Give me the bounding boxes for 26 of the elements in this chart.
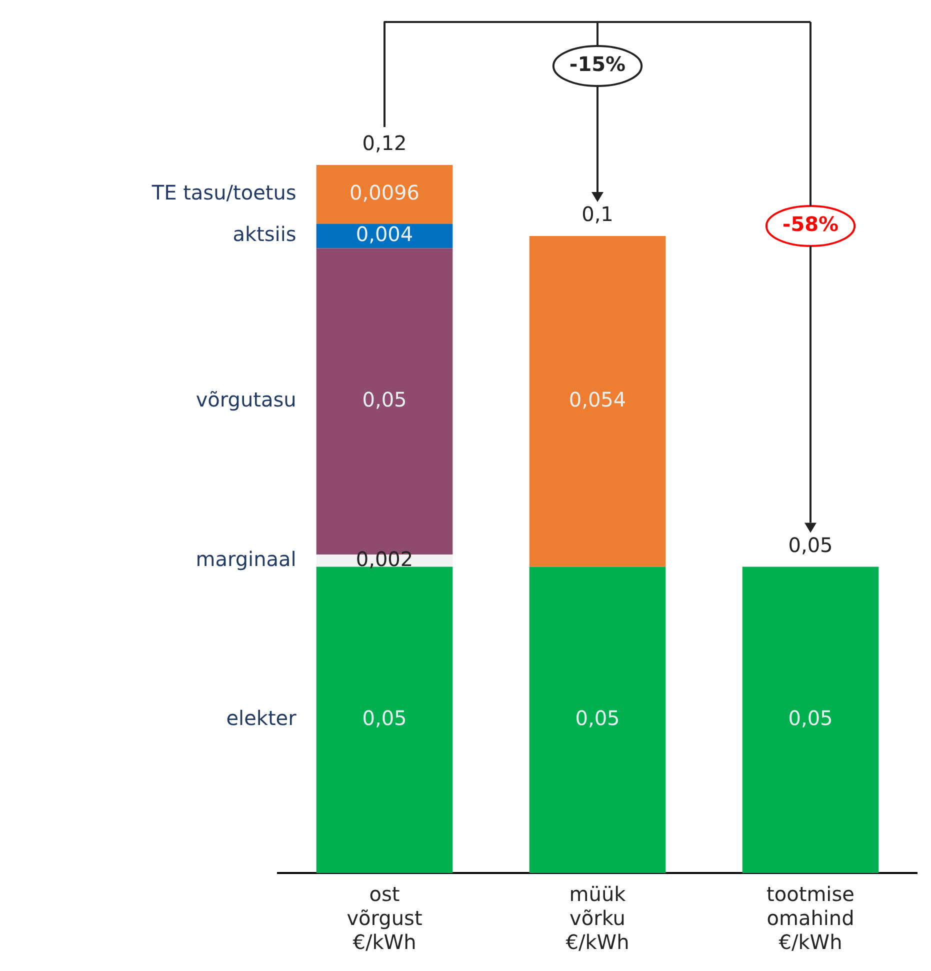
data-label: 0,05	[362, 388, 407, 412]
data-label: 0,05	[575, 706, 620, 730]
series-label: võrgutasu	[196, 388, 296, 412]
data-label: 0,0096	[350, 180, 420, 205]
text: -15%	[569, 52, 626, 76]
x-tick-label: tootmise omahind €/kWh	[766, 882, 854, 954]
series-label: marginaal	[196, 546, 296, 571]
series-label: elekter	[226, 706, 298, 730]
bar	[529, 566, 666, 873]
series-label: TE tasu/toetus	[150, 180, 296, 205]
data-label: 0,002	[356, 546, 414, 571]
bar	[316, 566, 453, 873]
total-label: 0,05	[788, 532, 833, 557]
bar	[529, 236, 666, 567]
total-label: 0,12	[362, 131, 407, 156]
x-tick-label: müük võrku €/kWh	[566, 882, 630, 954]
total-label: 0,1	[582, 202, 614, 226]
series-label: aktsiis	[232, 222, 296, 246]
data-label: 0,05	[788, 706, 833, 730]
data-label: 0,054	[568, 388, 626, 412]
x-tick-label: ost võrgust €/kWh	[346, 882, 422, 954]
data-label: 0,004	[356, 222, 414, 246]
bar	[742, 566, 879, 873]
data-label: 0,05	[362, 706, 407, 730]
annotation: -58%	[782, 212, 839, 236]
bar	[316, 164, 453, 224]
